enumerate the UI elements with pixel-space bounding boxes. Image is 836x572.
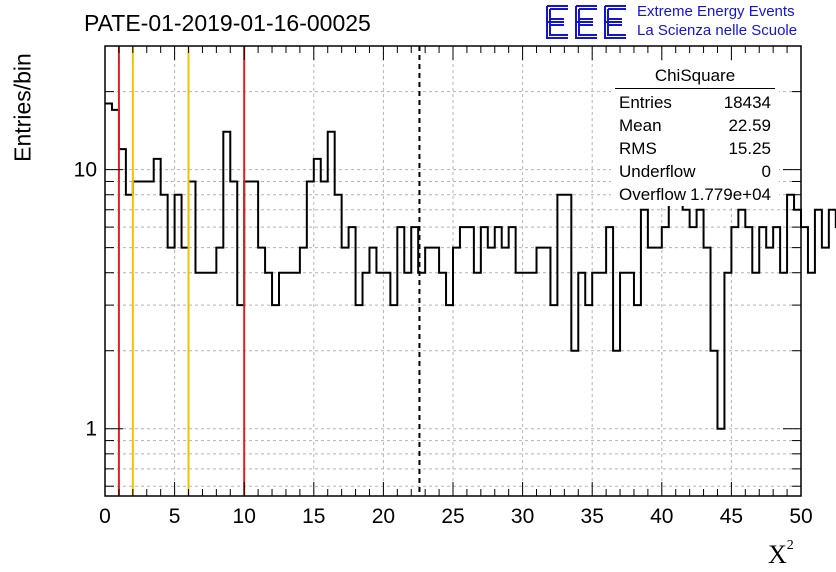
stats-label: Mean <box>619 116 662 135</box>
x-tick-label: 15 <box>302 505 325 528</box>
eee-logo <box>546 5 626 39</box>
stats-value: 22.59 <box>728 116 771 135</box>
stats-label: Overflow <box>619 185 687 204</box>
x-axis-label: X2 <box>768 538 794 570</box>
x-axis-label-exponent: 2 <box>786 538 794 554</box>
stats-label: Underflow <box>619 162 696 181</box>
logo-line-2: La Scienza nelle Scuole <box>637 22 798 39</box>
x-tick-label: 20 <box>372 505 395 528</box>
x-tick-label: 40 <box>650 505 673 528</box>
stats-label: RMS <box>619 139 657 158</box>
y-tick-label: 1 <box>85 418 97 441</box>
axes: 0 5 10 15 20 25 30 35 40 45 50 1 10 <box>74 45 813 528</box>
x-tick-label: 35 <box>581 505 604 528</box>
x-tick-label: 30 <box>511 505 534 528</box>
stats-box: ChiSquare Entries 18434 Mean 22.59 RMS 15.2… <box>611 64 779 206</box>
x-tick-label: 50 <box>789 505 812 528</box>
stats-row: Mean 22.59 <box>611 114 779 137</box>
logo-line-1: Extreme Energy Events <box>637 3 795 20</box>
y-axis-label: Entries/bin <box>9 53 36 162</box>
x-tick-label: 25 <box>441 505 464 528</box>
stats-value: 0 <box>761 162 771 181</box>
stats-value: 18434 <box>723 93 771 112</box>
x-axis-label-base: X <box>768 540 787 569</box>
logo-text: Extreme Energy Events La Scienza nelle S… <box>637 2 797 40</box>
y-tick-label: 10 <box>74 159 97 182</box>
stats-row: Entries 18434 <box>611 91 779 114</box>
stats-label: Entries <box>619 93 672 112</box>
reference-lines <box>117 46 421 496</box>
x-tick-label: 0 <box>99 505 111 528</box>
stats-value: 1.779e+04 <box>690 185 771 204</box>
stats-value: 15.25 <box>728 139 771 158</box>
x-tick-label: 45 <box>720 505 743 528</box>
stats-row: Overflow 1.779e+04 <box>611 183 779 206</box>
stats-row: RMS 15.25 <box>611 137 779 160</box>
x-tick-label: 10 <box>233 505 256 528</box>
x-tick-label: 5 <box>169 505 181 528</box>
stats-title: ChiSquare <box>615 64 775 89</box>
stats-row: Underflow 0 <box>611 160 779 183</box>
chart-title: PATE-01-2019-01-16-00025 <box>84 10 371 36</box>
